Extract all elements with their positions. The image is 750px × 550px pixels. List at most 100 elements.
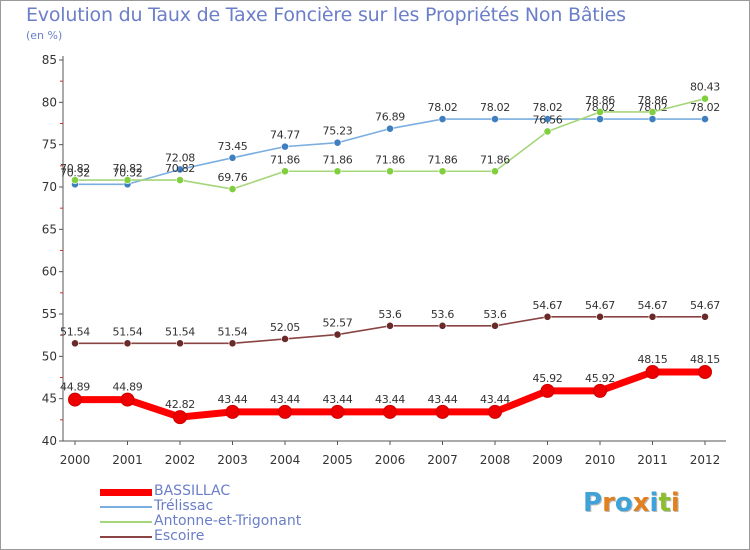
data-label-antonne-et-trigonant: 80.43 xyxy=(690,81,720,94)
data-point-tr-lissac xyxy=(596,115,604,123)
data-point-bassillac xyxy=(383,404,397,419)
legend-label: Antonne-et-Trigonant xyxy=(154,513,302,529)
data-point-tr-lissac xyxy=(543,115,552,123)
data-label-tr-lissac: 78.02 xyxy=(480,101,510,114)
data-label-antonne-et-trigonant: 78.86 xyxy=(585,94,615,107)
data-point-escoire xyxy=(701,312,709,321)
legend-swatch xyxy=(100,536,152,538)
data-label-escoire: 53.6 xyxy=(378,308,402,321)
data-label-antonne-et-trigonant: 76.56 xyxy=(533,113,563,126)
x-tick-label: 2007 xyxy=(427,453,458,467)
data-point-antonne-et-trigonant xyxy=(71,176,79,184)
data-label-antonne-et-trigonant: 70.82 xyxy=(60,162,90,175)
data-label-escoire: 51.54 xyxy=(165,325,195,338)
data-point-antonne-et-trigonant xyxy=(596,108,604,116)
data-label-tr-lissac: 73.45 xyxy=(218,140,248,153)
x-tick-label: 2004 xyxy=(270,453,301,467)
data-point-tr-lissac xyxy=(176,165,184,174)
legend-swatch xyxy=(100,521,152,523)
data-point-escoire xyxy=(123,339,132,348)
data-point-bassillac xyxy=(435,404,450,419)
data-label-antonne-et-trigonant: 70.82 xyxy=(113,162,143,175)
data-point-escoire xyxy=(543,312,552,321)
data-label-escoire: 53.6 xyxy=(431,308,455,321)
data-point-antonne-et-trigonant xyxy=(491,167,499,176)
data-label-antonne-et-trigonant: 71.86 xyxy=(323,153,353,166)
x-tick-label: 2010 xyxy=(585,453,616,467)
y-tick-label: 80 xyxy=(42,95,57,109)
data-point-bassillac xyxy=(645,364,660,379)
data-point-antonne-et-trigonant xyxy=(176,176,184,184)
data-point-tr-lissac xyxy=(386,124,394,133)
y-tick-label: 65 xyxy=(42,222,57,236)
data-point-tr-lissac xyxy=(701,115,709,123)
data-point-escoire xyxy=(491,321,499,330)
x-tick-label: 2005 xyxy=(322,453,353,467)
y-tick-label: 40 xyxy=(42,434,57,448)
y-tick-label: 60 xyxy=(42,265,57,279)
data-point-escoire xyxy=(228,339,237,348)
data-label-antonne-et-trigonant: 78.86 xyxy=(638,94,668,107)
data-label-antonne-et-trigonant: 71.86 xyxy=(428,153,458,166)
data-point-escoire xyxy=(71,339,79,348)
data-point-antonne-et-trigonant xyxy=(648,108,657,116)
data-point-bassillac xyxy=(330,404,345,419)
data-label-tr-lissac: 75.23 xyxy=(323,125,353,138)
data-label-tr-lissac: 70.32 xyxy=(113,166,143,179)
legend-label: BASSILLAC xyxy=(154,483,231,499)
data-point-bassillac xyxy=(540,383,555,398)
data-label-bassillac: 44.89 xyxy=(113,381,143,394)
data-point-antonne-et-trigonant xyxy=(438,167,447,176)
data-label-bassillac: 43.44 xyxy=(270,393,300,406)
data-point-bassillac xyxy=(488,404,502,419)
data-label-escoire: 52.05 xyxy=(270,321,300,334)
data-label-tr-lissac: 76.89 xyxy=(375,111,405,124)
y-tick-label: 50 xyxy=(42,349,57,363)
data-label-antonne-et-trigonant: 71.86 xyxy=(375,153,405,166)
data-label-antonne-et-trigonant: 70.82 xyxy=(165,162,195,175)
data-label-escoire: 51.54 xyxy=(60,325,90,338)
data-label-bassillac: 42.82 xyxy=(165,398,195,411)
data-point-bassillac xyxy=(278,404,292,419)
x-tick-label: 2000 xyxy=(60,453,91,467)
data-point-antonne-et-trigonant xyxy=(386,167,394,176)
data-point-antonne-et-trigonant xyxy=(123,176,132,184)
data-point-escoire xyxy=(281,335,289,343)
data-label-bassillac: 43.44 xyxy=(428,393,458,406)
data-label-bassillac: 43.44 xyxy=(375,393,405,406)
data-label-bassillac: 44.89 xyxy=(60,381,90,394)
x-tick-label: 2012 xyxy=(690,453,721,467)
data-label-escoire: 52.57 xyxy=(323,317,353,330)
data-point-escoire xyxy=(333,330,342,339)
x-tick-label: 2001 xyxy=(112,453,143,467)
data-label-antonne-et-trigonant: 69.76 xyxy=(218,171,248,184)
data-point-bassillac xyxy=(173,410,187,425)
x-tick-label: 2006 xyxy=(375,453,406,467)
data-point-tr-lissac xyxy=(281,142,289,151)
y-tick-label: 55 xyxy=(42,307,57,321)
data-label-bassillac: 45.92 xyxy=(585,372,615,385)
proxiti-logo: Proxiti xyxy=(583,488,680,518)
data-point-bassillac xyxy=(593,383,607,398)
data-point-bassillac xyxy=(225,404,240,419)
data-label-tr-lissac: 78.02 xyxy=(428,101,458,114)
data-label-escoire: 54.67 xyxy=(585,299,615,312)
data-label-escoire: 54.67 xyxy=(690,299,720,312)
data-label-escoire: 54.67 xyxy=(638,299,668,312)
data-point-antonne-et-trigonant xyxy=(701,94,709,103)
data-label-escoire: 54.67 xyxy=(533,299,563,312)
data-point-bassillac xyxy=(698,364,712,379)
data-label-tr-lissac: 78.02 xyxy=(533,101,563,114)
data-point-antonne-et-trigonant xyxy=(543,127,552,136)
data-label-tr-lissac: 78.02 xyxy=(585,101,615,114)
y-unit-label: (en %) xyxy=(26,29,63,42)
data-point-bassillac xyxy=(68,392,82,407)
y-tick-label: 75 xyxy=(42,138,57,152)
x-tick-label: 2009 xyxy=(532,453,563,467)
data-label-bassillac: 43.44 xyxy=(480,393,510,406)
data-point-antonne-et-trigonant xyxy=(333,167,342,176)
data-point-antonne-et-trigonant xyxy=(281,167,289,176)
data-label-escoire: 53.6 xyxy=(483,308,507,321)
x-tick-label: 2003 xyxy=(217,453,248,467)
